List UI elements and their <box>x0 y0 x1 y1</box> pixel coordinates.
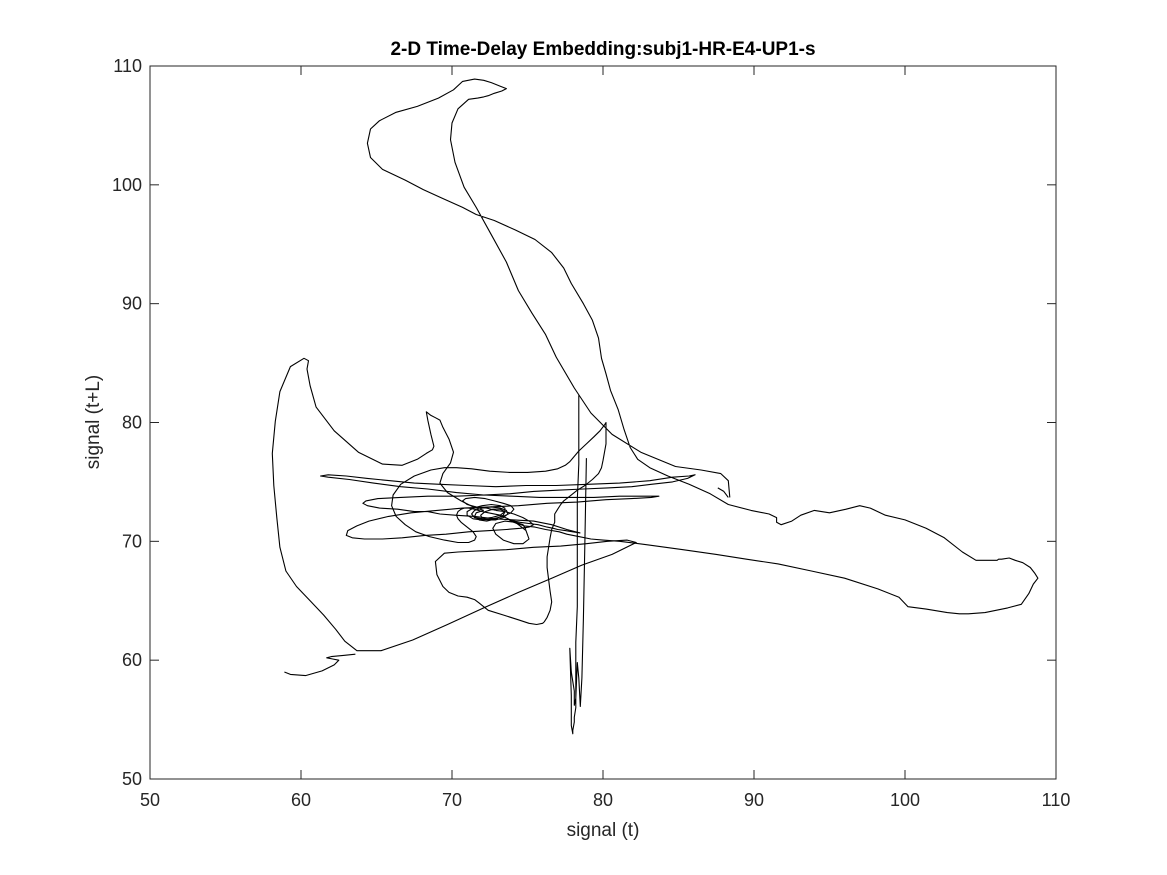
y-tick-label: 80 <box>122 413 142 433</box>
y-axis-label: signal (t+L) <box>83 375 104 470</box>
y-tick-label: 60 <box>122 650 142 670</box>
x-tick-label: 60 <box>291 790 311 810</box>
trajectory-segment-6 <box>482 511 530 545</box>
x-axis-label: signal (t) <box>567 820 640 841</box>
x-tick-label: 80 <box>593 790 613 810</box>
x-tick-label: 50 <box>140 790 160 810</box>
y-axis: 50 60 70 80 90 100 110 <box>112 56 1056 789</box>
y-tick-label: 50 <box>122 769 142 789</box>
plot-area <box>150 66 1056 779</box>
y-tick-label: 110 <box>113 56 142 76</box>
x-tick-label: 110 <box>1042 790 1071 810</box>
trajectory-segment-4 <box>271 357 637 652</box>
y-tick-label: 90 <box>122 294 142 314</box>
trajectory-lines <box>271 78 1039 735</box>
x-axis: 50 60 70 80 90 100 110 <box>140 66 1070 810</box>
y-tick-label: 70 <box>122 531 142 551</box>
x-tick-label: 70 <box>442 790 462 810</box>
x-tick-label: 90 <box>744 790 764 810</box>
trajectory-segment-9 <box>717 487 729 498</box>
chart-title: 2-D Time-Delay Embedding:subj1-HR-E4-UP1… <box>390 39 815 60</box>
trajectory-segment-2 <box>320 474 696 540</box>
trajectory-segment-8 <box>284 653 356 677</box>
y-tick-label: 100 <box>112 175 142 195</box>
x-tick-label: 100 <box>890 790 920 810</box>
trajectory-segment-5 <box>391 421 607 623</box>
trajectory-segment-3 <box>462 496 515 522</box>
trajectory-segment-1 <box>366 78 1039 615</box>
trajectory-segment-7 <box>569 395 587 735</box>
